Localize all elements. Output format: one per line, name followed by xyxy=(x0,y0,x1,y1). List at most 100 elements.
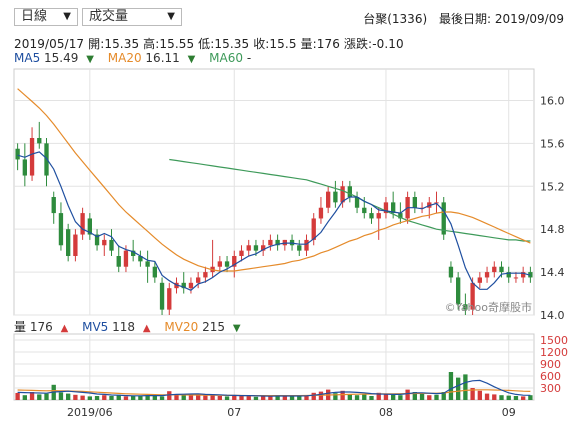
volume-bar xyxy=(463,374,468,400)
candle-body xyxy=(196,277,201,283)
candle-body xyxy=(477,277,482,283)
volume-bar xyxy=(521,396,526,400)
volume-bar xyxy=(484,393,490,400)
volume-bar xyxy=(297,396,302,400)
candle-body xyxy=(22,159,27,176)
candle-body xyxy=(94,234,100,246)
volume-legend: 量 176 ▲ MV5 118 ▲ MV20 215 ▼ xyxy=(14,318,251,335)
volume-bar xyxy=(116,394,121,400)
volume-bar xyxy=(80,395,85,400)
volume-bar xyxy=(456,377,461,400)
volume-bar xyxy=(131,396,136,400)
volume-bar xyxy=(427,395,432,400)
candle-body xyxy=(391,202,396,214)
x-tick-label: 07 xyxy=(227,406,241,419)
volume-bar xyxy=(289,395,295,400)
quote-low: 低:15.35 xyxy=(198,37,250,51)
volume-bar xyxy=(138,395,143,400)
candle-body xyxy=(73,234,78,256)
indicator-select[interactable]: 成交量 ▼ xyxy=(82,8,182,26)
volume-bar xyxy=(210,394,215,400)
candle-body xyxy=(87,218,92,235)
candle-body xyxy=(224,261,230,267)
volume-bar xyxy=(167,391,172,400)
volume-tick-label: 900 xyxy=(540,358,561,371)
volume-bar xyxy=(318,391,324,400)
candle-body xyxy=(340,186,345,203)
mv20-trend-icon: ▼ xyxy=(232,323,241,334)
candle-body xyxy=(138,256,143,262)
volume-bar xyxy=(253,396,259,400)
volume-bar xyxy=(44,393,49,400)
ma20-trend-icon: ▼ xyxy=(187,54,196,65)
volume-bar xyxy=(492,394,497,400)
candle-body xyxy=(369,213,374,219)
volume-bar xyxy=(268,395,273,400)
volume-bar xyxy=(123,396,129,400)
volume-bar xyxy=(506,395,511,400)
mv20-label: MV20 xyxy=(164,320,199,334)
volume-bar xyxy=(412,392,417,400)
vol-label: 量 xyxy=(14,320,27,334)
candle-body xyxy=(398,213,403,219)
ma60-line xyxy=(169,158,531,242)
volume-bar xyxy=(145,395,150,400)
volume-bar xyxy=(224,396,230,400)
volume-bar xyxy=(354,395,360,400)
volume-bar xyxy=(261,396,266,400)
period-select[interactable]: 日線 ▼ xyxy=(14,8,78,26)
ma5-trend-icon: ▼ xyxy=(86,54,94,65)
candle-body xyxy=(152,266,157,278)
candle-body xyxy=(58,213,64,246)
volume-bar xyxy=(22,395,27,400)
candle-body xyxy=(347,186,352,197)
candle-body xyxy=(311,218,316,240)
volume-bar xyxy=(419,394,425,400)
quote-volume: 量:176 xyxy=(300,37,340,51)
ma60-value: - xyxy=(246,51,252,65)
candle-body xyxy=(326,191,331,208)
volume-bar xyxy=(188,393,194,400)
candle-body xyxy=(463,304,468,310)
x-tick-label: 2019/06 xyxy=(67,406,113,419)
volume-tick-label: 1500 xyxy=(540,334,568,347)
period-select-label: 日線 xyxy=(21,9,48,24)
toolbar: 日線 ▼ 成交量 ▼ 台聚(1336) 最後日期: 2019/09/09 xyxy=(0,0,574,30)
volume-bar xyxy=(434,394,439,400)
volume-bar xyxy=(29,392,35,400)
candle-body xyxy=(383,202,389,214)
volume-bar xyxy=(383,393,389,400)
candle-body xyxy=(261,245,266,251)
volume-bar xyxy=(347,394,352,400)
volume-bar xyxy=(152,394,157,400)
candle-body xyxy=(362,207,367,214)
mv5-line xyxy=(17,379,531,397)
candle-body xyxy=(521,272,526,278)
candle-body xyxy=(304,239,309,251)
chevron-down-icon: ▼ xyxy=(167,11,175,22)
candle-body xyxy=(470,282,475,310)
volume-bar xyxy=(513,396,519,400)
quote-line: 2019/05/17 開:15.35 高:15.55 低:15.35 收:15.… xyxy=(14,35,404,52)
candle-body xyxy=(232,256,237,267)
quote-high: 高:15.55 xyxy=(143,37,195,51)
volume-bar xyxy=(181,394,186,400)
volume-bar xyxy=(174,394,179,400)
volume-bar xyxy=(37,394,42,400)
candle-body xyxy=(297,245,302,251)
candle-body xyxy=(275,239,280,246)
volume-bar xyxy=(15,392,20,400)
quote-date: 2019/05/17 xyxy=(14,37,85,51)
price-tick-label: 14.4 xyxy=(540,266,565,279)
volume-bar xyxy=(203,395,208,400)
volume-bar xyxy=(311,392,316,400)
price-tick-label: 15.6 xyxy=(540,137,565,150)
volume-bar xyxy=(275,396,280,400)
candle-body xyxy=(181,282,186,289)
candle-body xyxy=(376,213,381,219)
volume-bar xyxy=(477,390,482,400)
candle-body xyxy=(499,266,504,273)
volume-bar xyxy=(304,395,309,400)
volume-bar xyxy=(448,372,454,400)
